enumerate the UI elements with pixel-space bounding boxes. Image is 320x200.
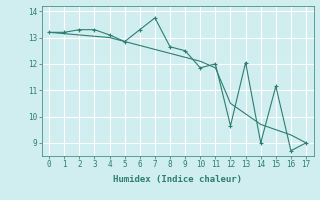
X-axis label: Humidex (Indice chaleur): Humidex (Indice chaleur) xyxy=(113,175,242,184)
